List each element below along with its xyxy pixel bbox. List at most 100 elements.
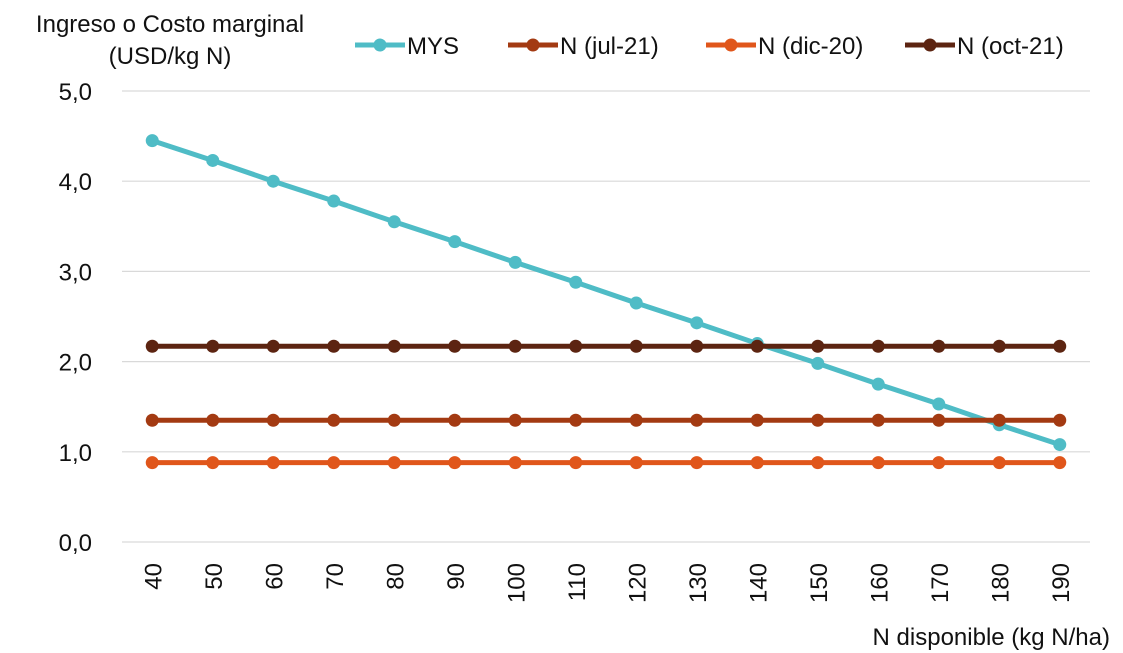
legend-marker <box>526 38 540 52</box>
data-point <box>206 339 220 353</box>
data-point <box>811 456 825 470</box>
legend-item: N (dic-20) <box>706 33 863 60</box>
legend-label: N (dic-20) <box>758 33 863 60</box>
y-tick-label: 1,0 <box>59 440 92 467</box>
x-tick-label: 40 <box>140 563 167 590</box>
series-1 <box>145 413 1067 427</box>
data-point <box>629 339 643 353</box>
x-tick-label: 70 <box>322 563 349 590</box>
data-point <box>1053 438 1067 452</box>
data-point <box>811 339 825 353</box>
x-tick-label: 110 <box>564 563 591 601</box>
data-point <box>206 456 220 470</box>
legend-label: N (oct-21) <box>957 33 1064 60</box>
legend-label: MYS <box>407 33 459 60</box>
data-point <box>750 456 764 470</box>
data-point <box>448 456 462 470</box>
x-tick-label: 120 <box>624 563 651 603</box>
data-point <box>145 413 159 427</box>
data-point <box>206 153 220 167</box>
x-tick-label: 180 <box>987 563 1014 603</box>
data-point <box>266 339 280 353</box>
data-point <box>508 255 522 269</box>
data-point <box>992 413 1006 427</box>
data-point <box>871 413 885 427</box>
x-tick-label: 190 <box>1048 563 1075 603</box>
legend-marker <box>373 38 387 52</box>
x-axis-title: N disponible (kg N/ha) <box>873 624 1110 651</box>
x-tick-label: 50 <box>201 563 228 590</box>
legend-marker <box>923 38 937 52</box>
data-point <box>932 339 946 353</box>
data-point <box>448 413 462 427</box>
data-point <box>387 456 401 470</box>
x-tick-label: 60 <box>261 563 288 590</box>
data-point <box>508 339 522 353</box>
data-point <box>932 397 946 411</box>
data-point <box>629 296 643 310</box>
series-line <box>151 138 1061 447</box>
series-2 <box>145 456 1067 470</box>
data-point <box>569 339 583 353</box>
data-point <box>1053 413 1067 427</box>
x-tick-label: 150 <box>806 563 833 603</box>
data-point <box>266 413 280 427</box>
data-point <box>690 316 704 330</box>
x-tick-label: 80 <box>382 563 409 590</box>
data-point <box>569 275 583 289</box>
x-tick-label: 100 <box>503 563 530 603</box>
x-tick-label: 170 <box>927 563 954 603</box>
data-point <box>327 456 341 470</box>
data-point <box>629 413 643 427</box>
legend: MYS N (jul-21) N (dic-20) N (oct-21) <box>355 33 1064 60</box>
data-point <box>327 413 341 427</box>
data-point <box>871 377 885 391</box>
x-axis-tick-labels: 40 50 60 70 80 90 100 110 120 130 140 150 160 170 180 1… <box>140 563 1075 603</box>
data-point <box>448 339 462 353</box>
y-axis-title-line1: Ingreso o Costo marginal <box>36 11 304 38</box>
data-point <box>871 339 885 353</box>
data-point <box>992 339 1006 353</box>
data-point <box>145 456 159 470</box>
y-tick-label: 0,0 <box>59 530 92 557</box>
data-point <box>508 413 522 427</box>
x-tick-label: 160 <box>866 563 893 603</box>
data-point <box>145 134 159 148</box>
data-point <box>1053 456 1067 470</box>
data-point <box>327 339 341 353</box>
data-point <box>1053 339 1067 353</box>
data-point <box>811 356 825 370</box>
y-tick-label: 3,0 <box>59 259 92 286</box>
series-0 <box>145 134 1067 452</box>
data-point <box>387 215 401 229</box>
data-point <box>508 456 522 470</box>
legend-marker <box>724 38 738 52</box>
y-tick-label: 2,0 <box>59 350 92 377</box>
legend-label: N (jul-21) <box>560 33 659 60</box>
data-point <box>266 456 280 470</box>
data-point <box>629 456 643 470</box>
data-point <box>932 456 946 470</box>
x-tick-label: 130 <box>685 563 712 603</box>
data-point <box>690 456 704 470</box>
data-point <box>569 456 583 470</box>
series-3 <box>145 339 1067 353</box>
plot-area <box>145 134 1067 470</box>
data-point <box>206 413 220 427</box>
data-point <box>266 174 280 188</box>
legend-item: MYS <box>355 33 459 60</box>
data-point <box>871 456 885 470</box>
data-point <box>932 413 946 427</box>
data-point <box>327 194 341 208</box>
data-point <box>145 339 159 353</box>
legend-item: N (oct-21) <box>905 33 1064 60</box>
data-point <box>750 413 764 427</box>
data-point <box>387 413 401 427</box>
legend-item: N (jul-21) <box>508 33 659 60</box>
data-point <box>690 339 704 353</box>
gridlines <box>122 90 1090 543</box>
y-tick-label: 5,0 <box>59 79 92 106</box>
data-point <box>448 235 462 249</box>
data-point <box>811 413 825 427</box>
